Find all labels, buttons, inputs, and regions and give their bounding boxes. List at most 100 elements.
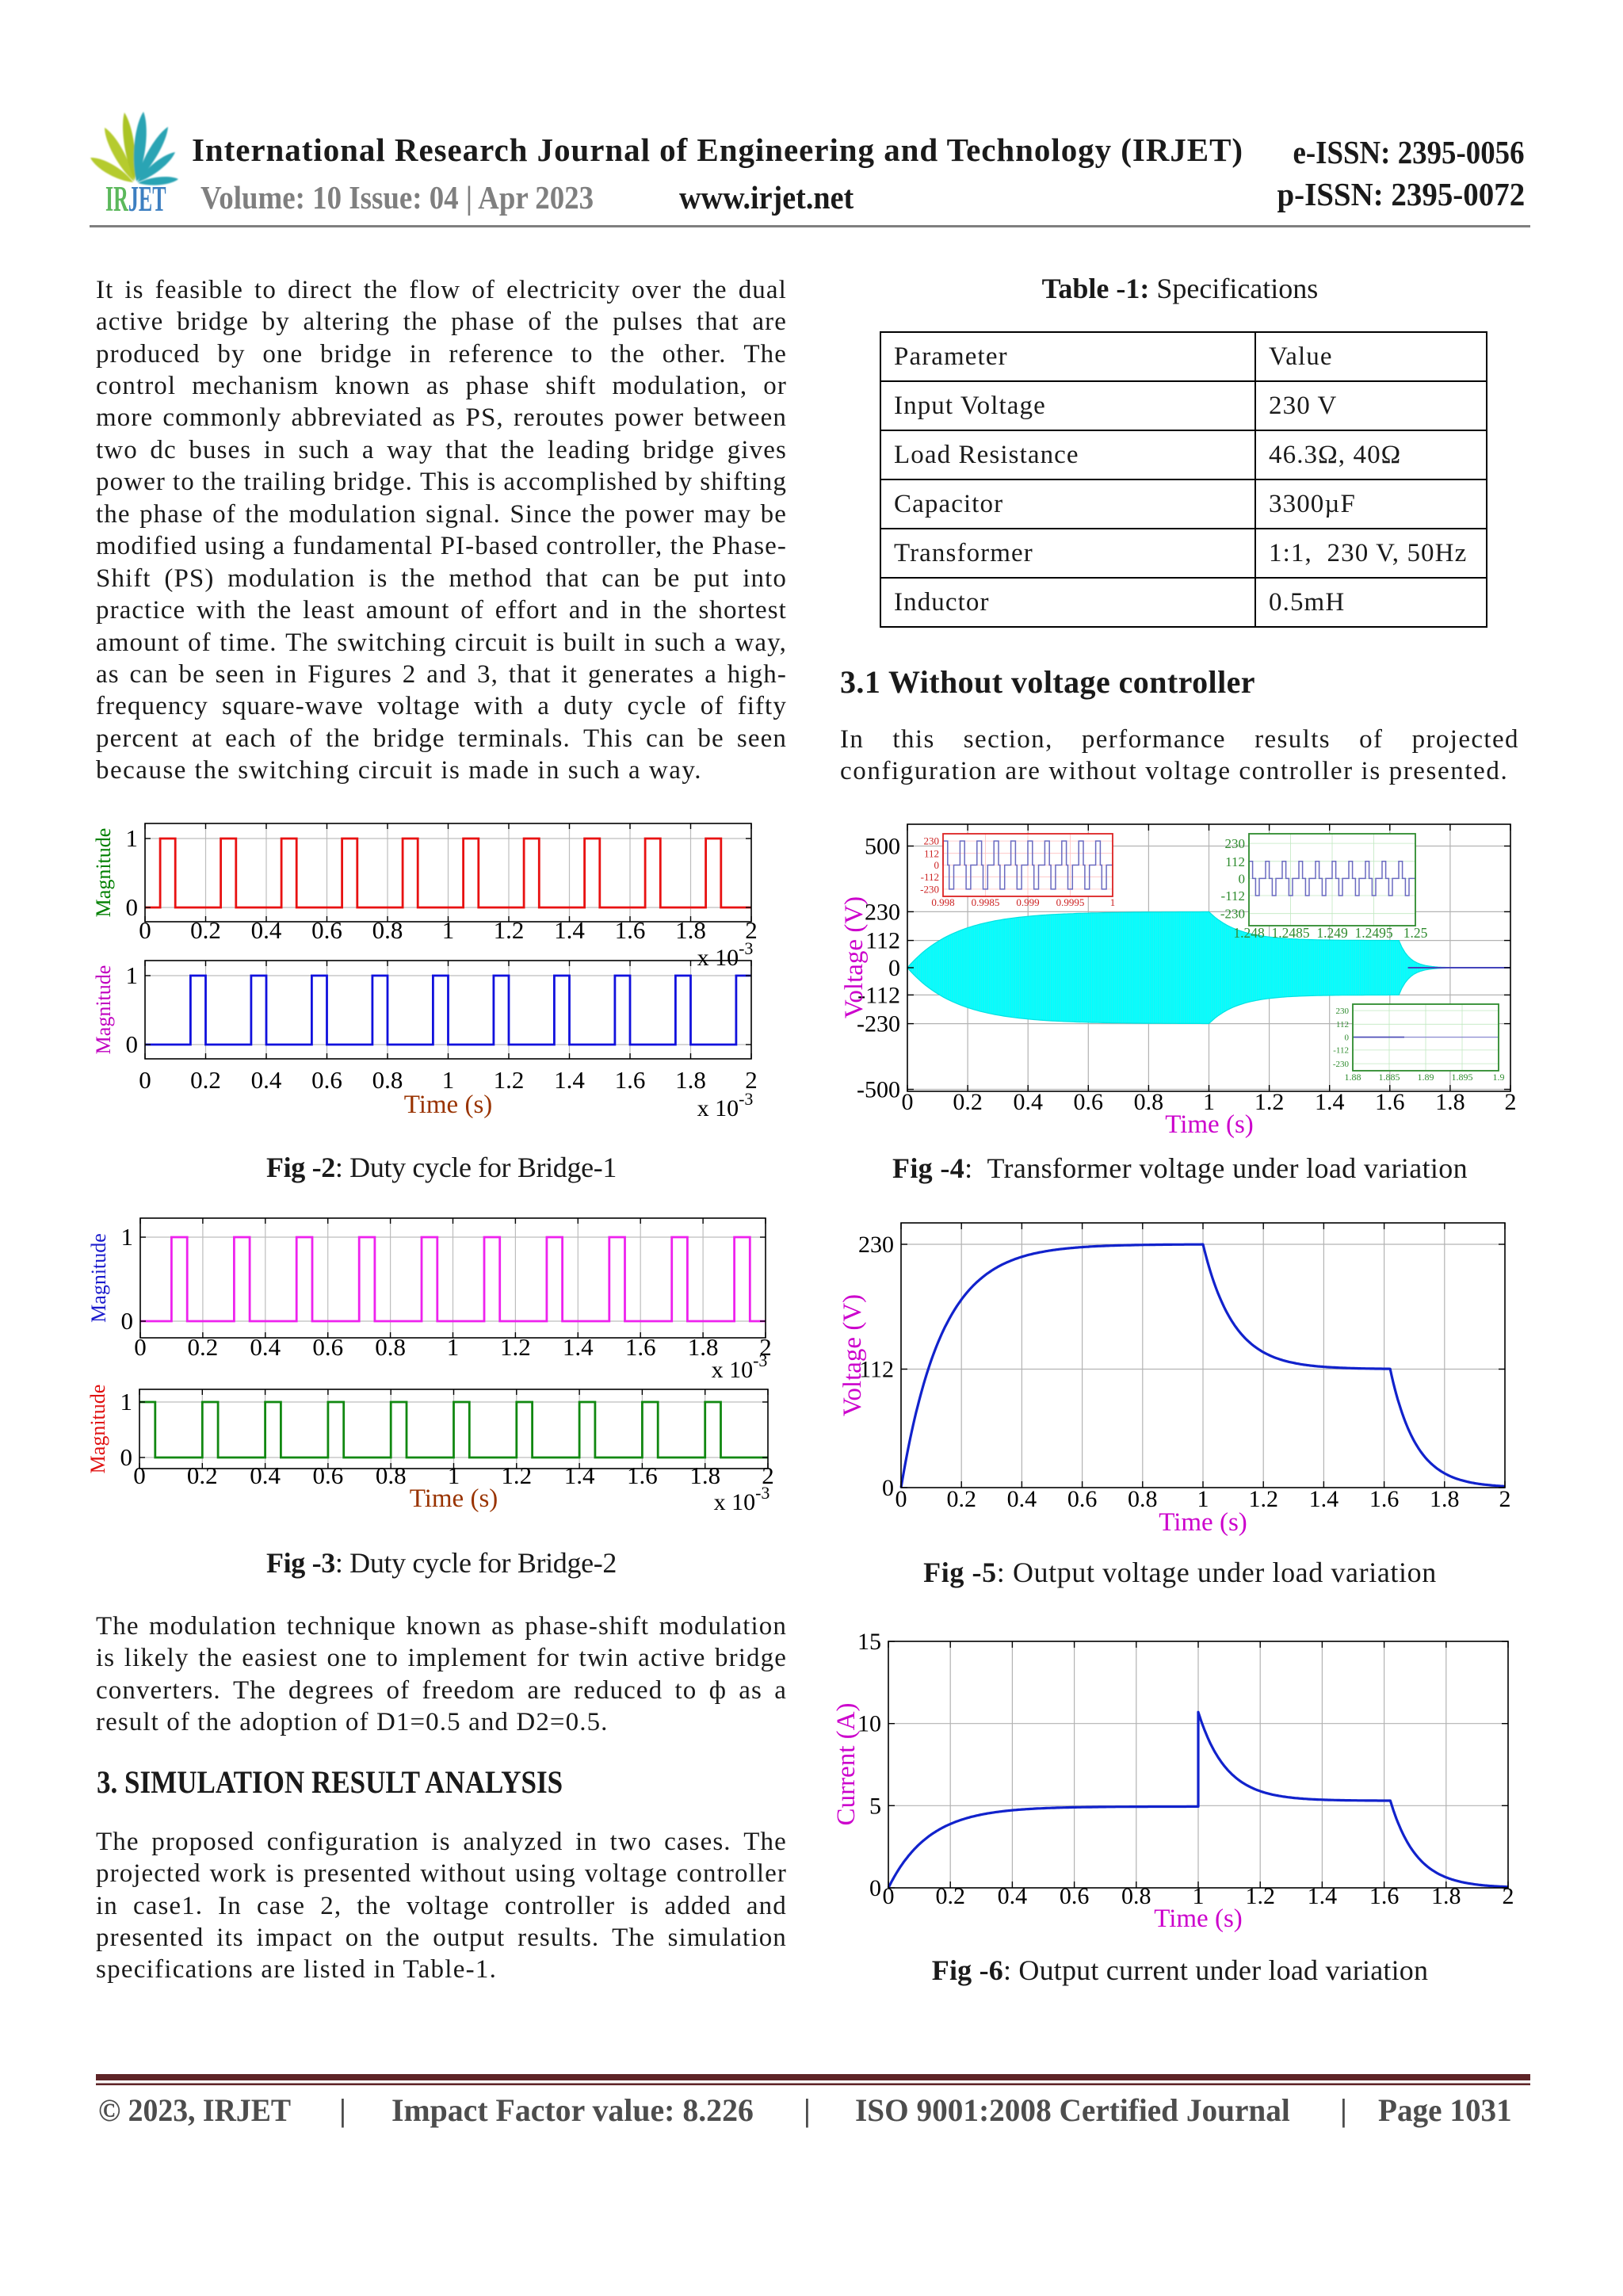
svg-text:2: 2 (745, 1066, 758, 1094)
svg-text:0: 0 (902, 1089, 914, 1115)
svg-text:0.8: 0.8 (376, 1461, 407, 1489)
svg-text:1.6: 1.6 (615, 916, 646, 944)
svg-text:0.4: 0.4 (251, 1066, 282, 1094)
svg-text:1: 1 (442, 1066, 455, 1094)
svg-text:0.6: 0.6 (311, 916, 342, 944)
svg-text:0.999: 0.999 (1016, 896, 1039, 908)
svg-text:1.2: 1.2 (500, 1333, 531, 1361)
svg-text:Magnitude: Magnitude (92, 965, 115, 1055)
svg-text:0.8: 0.8 (375, 1333, 406, 1361)
svg-text:0.4: 0.4 (1007, 1486, 1037, 1512)
svg-text:0.8: 0.8 (1134, 1089, 1164, 1115)
svg-text:2: 2 (1503, 1883, 1514, 1909)
svg-text:1.8: 1.8 (675, 916, 706, 944)
svg-text:1.8: 1.8 (689, 1461, 720, 1489)
svg-text:1.895: 1.895 (1452, 1072, 1473, 1083)
svg-text:1.6: 1.6 (1369, 1883, 1400, 1909)
svg-text:1.6: 1.6 (1369, 1486, 1400, 1512)
svg-text:1.2: 1.2 (494, 1066, 525, 1094)
svg-text:2: 2 (745, 916, 758, 944)
svg-text:0: 0 (1239, 871, 1246, 886)
svg-text:0.8: 0.8 (1121, 1883, 1151, 1909)
svg-text:2: 2 (759, 1333, 772, 1361)
svg-text:-112: -112 (921, 871, 939, 883)
svg-text:1.4: 1.4 (554, 916, 585, 944)
svg-text:Time (s): Time (s) (1154, 1904, 1243, 1933)
svg-text:-230: -230 (920, 883, 939, 895)
svg-text:Time (s): Time (s) (1165, 1110, 1254, 1139)
svg-text:1: 1 (448, 1461, 460, 1489)
svg-text:10: 10 (857, 1711, 881, 1737)
svg-text:230: 230 (1336, 1007, 1350, 1016)
svg-text:1.8: 1.8 (1435, 1089, 1465, 1115)
svg-text:0: 0 (896, 1486, 907, 1512)
svg-text:230: 230 (924, 835, 940, 847)
svg-text:0.6: 0.6 (311, 1066, 342, 1094)
svg-text:0.4: 0.4 (1013, 1089, 1043, 1115)
svg-text:Time (s): Time (s) (404, 1091, 493, 1119)
svg-text:0.2: 0.2 (946, 1486, 976, 1512)
svg-text:0.6: 0.6 (1067, 1486, 1098, 1512)
svg-text:0.6: 0.6 (1060, 1883, 1090, 1909)
svg-text:1: 1 (1110, 896, 1116, 908)
svg-text:0.8: 0.8 (372, 1066, 403, 1094)
svg-text:500: 500 (865, 834, 900, 860)
svg-text:0: 0 (133, 1461, 146, 1489)
svg-text:1: 1 (126, 961, 139, 989)
svg-text:2: 2 (1505, 1089, 1517, 1115)
svg-text:0.2: 0.2 (953, 1089, 983, 1115)
svg-text:x 10-3: x 10-3 (714, 1483, 770, 1515)
svg-text:Current (A): Current (A) (832, 1703, 861, 1826)
svg-text:0.6: 0.6 (312, 1333, 343, 1361)
svg-text:1: 1 (126, 824, 139, 852)
svg-text:1.2: 1.2 (1245, 1883, 1275, 1909)
svg-text:0.4: 0.4 (250, 1461, 281, 1489)
svg-text:230: 230 (1225, 836, 1246, 851)
svg-text:1.4: 1.4 (1308, 1883, 1338, 1909)
svg-text:x 10-3: x 10-3 (712, 1350, 768, 1383)
svg-text:0: 0 (934, 859, 940, 871)
svg-text:Magnitude: Magnitude (87, 1233, 110, 1323)
svg-text:1.2: 1.2 (501, 1461, 532, 1489)
svg-text:112: 112 (1225, 854, 1245, 869)
svg-text:0.2: 0.2 (190, 916, 221, 944)
svg-text:1.4: 1.4 (564, 1461, 595, 1489)
svg-text:1.8: 1.8 (688, 1333, 719, 1361)
svg-text:1.89: 1.89 (1418, 1072, 1434, 1083)
svg-text:1: 1 (121, 1223, 134, 1251)
svg-text:1.2: 1.2 (1254, 1089, 1285, 1115)
svg-text:5: 5 (869, 1793, 881, 1819)
svg-text:0.2: 0.2 (190, 1066, 221, 1094)
svg-text:1.6: 1.6 (625, 1333, 656, 1361)
svg-text:Time (s): Time (s) (410, 1484, 498, 1513)
svg-text:0.4: 0.4 (251, 916, 282, 944)
svg-text:1.4: 1.4 (1315, 1089, 1345, 1115)
svg-text:0.2: 0.2 (935, 1883, 965, 1909)
svg-text:0.2: 0.2 (188, 1333, 219, 1361)
svg-text:1: 1 (1193, 1883, 1205, 1909)
svg-text:0: 0 (134, 1333, 147, 1361)
svg-text:1.2: 1.2 (1248, 1486, 1278, 1512)
svg-text:1.885: 1.885 (1379, 1072, 1400, 1083)
svg-text:1.9: 1.9 (1493, 1072, 1505, 1083)
svg-text:1.2: 1.2 (494, 916, 525, 944)
svg-text:1: 1 (1197, 1486, 1209, 1512)
svg-text:0.4: 0.4 (998, 1883, 1028, 1909)
svg-text:2: 2 (762, 1461, 774, 1489)
svg-text:1.6: 1.6 (615, 1066, 646, 1094)
svg-text:x 10-3: x 10-3 (697, 1089, 754, 1121)
svg-text:Voltage (V): Voltage (V) (838, 1294, 867, 1416)
svg-text:1.2485: 1.2485 (1271, 925, 1309, 941)
svg-text:0.4: 0.4 (250, 1333, 281, 1361)
svg-text:112: 112 (859, 1357, 894, 1383)
svg-text:-112: -112 (857, 982, 900, 1008)
svg-text:15: 15 (857, 1629, 881, 1655)
svg-text:112: 112 (865, 928, 900, 954)
svg-text:2: 2 (1499, 1486, 1511, 1512)
svg-text:Magnitude: Magnitude (86, 1385, 109, 1474)
svg-text:1: 1 (447, 1333, 460, 1361)
svg-text:0: 0 (1345, 1033, 1350, 1042)
svg-text:0.9995: 0.9995 (1056, 896, 1085, 908)
svg-text:230: 230 (865, 899, 900, 925)
svg-text:0: 0 (121, 1307, 134, 1335)
